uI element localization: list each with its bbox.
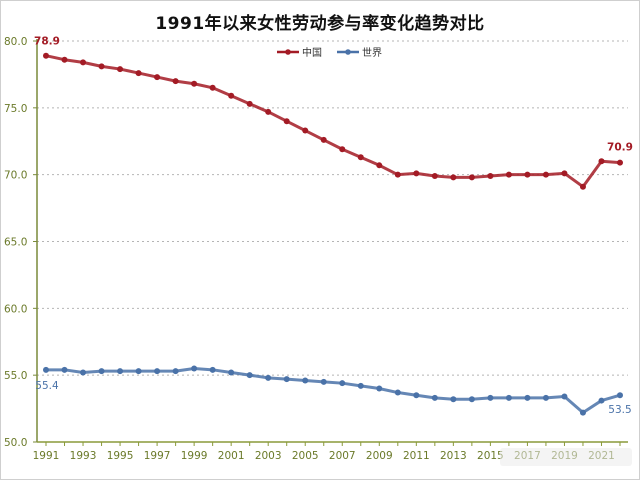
- data-point[interactable]: [339, 380, 346, 387]
- data-point[interactable]: [394, 389, 401, 396]
- data-point[interactable]: [542, 171, 549, 178]
- data-point[interactable]: [598, 397, 605, 404]
- y-tick-label: 80.0: [4, 36, 27, 48]
- x-tick-label: 2011: [403, 450, 430, 462]
- x-tick-label: 2007: [329, 450, 356, 462]
- data-point[interactable]: [524, 394, 531, 401]
- data-point[interactable]: [80, 59, 87, 66]
- data-point[interactable]: [43, 52, 49, 59]
- data-point[interactable]: [172, 368, 179, 375]
- data-label: 78.9: [34, 36, 60, 48]
- data-point[interactable]: [302, 377, 309, 384]
- data-point[interactable]: [431, 394, 438, 401]
- y-tick-label: 55.0: [4, 370, 27, 382]
- data-point[interactable]: [43, 366, 49, 373]
- data-point[interactable]: [209, 366, 216, 373]
- data-point[interactable]: [339, 146, 346, 153]
- data-point[interactable]: [191, 80, 198, 87]
- x-tick-label: 2003: [255, 450, 282, 462]
- data-point[interactable]: [487, 173, 494, 180]
- data-point[interactable]: [579, 183, 586, 190]
- series-line-0: [45, 54, 621, 189]
- data-point[interactable]: [154, 74, 161, 81]
- data-point[interactable]: [320, 378, 327, 385]
- data-point[interactable]: [98, 63, 105, 70]
- data-point[interactable]: [450, 174, 457, 181]
- y-tick-label: 50.0: [4, 437, 27, 449]
- x-tick-label: 2009: [366, 450, 393, 462]
- data-point[interactable]: [357, 154, 364, 161]
- data-label: 53.5: [608, 404, 631, 416]
- data-point[interactable]: [98, 368, 105, 375]
- data-point[interactable]: [524, 171, 531, 178]
- data-point[interactable]: [117, 66, 124, 73]
- data-point[interactable]: [598, 158, 605, 165]
- data-point[interactable]: [246, 372, 253, 379]
- data-point[interactable]: [191, 365, 198, 372]
- data-point[interactable]: [61, 56, 68, 63]
- y-tick-label: 70.0: [4, 170, 27, 182]
- x-tick-label: 2013: [440, 450, 467, 462]
- data-point[interactable]: [228, 369, 235, 376]
- data-point[interactable]: [468, 396, 475, 403]
- data-point[interactable]: [579, 409, 586, 416]
- data-point[interactable]: [154, 368, 161, 375]
- data-point[interactable]: [376, 385, 383, 392]
- x-tick-label: 1993: [70, 450, 97, 462]
- data-point[interactable]: [246, 100, 253, 107]
- data-point[interactable]: [431, 173, 438, 180]
- data-point[interactable]: [61, 366, 68, 373]
- data-point[interactable]: [135, 70, 142, 77]
- data-point[interactable]: [357, 382, 364, 389]
- data-point[interactable]: [302, 127, 309, 134]
- data-point[interactable]: [394, 171, 401, 178]
- data-point[interactable]: [283, 376, 290, 383]
- data-point[interactable]: [505, 171, 512, 178]
- x-tick-label: 1999: [181, 450, 208, 462]
- data-point[interactable]: [468, 174, 475, 181]
- data-point[interactable]: [561, 393, 568, 400]
- legend-item-label[interactable]: 世界: [362, 47, 382, 59]
- data-label: 55.4: [35, 380, 59, 392]
- data-point[interactable]: [265, 108, 272, 115]
- x-tick-label: 1995: [107, 450, 134, 462]
- data-point[interactable]: [450, 396, 457, 403]
- data-point[interactable]: [617, 392, 623, 399]
- y-tick-label: 75.0: [4, 103, 27, 115]
- data-point[interactable]: [117, 368, 124, 375]
- data-point[interactable]: [542, 394, 549, 401]
- x-tick-label: 2001: [218, 450, 245, 462]
- legend-item-label[interactable]: 中国: [302, 46, 322, 59]
- x-tick-label: 1997: [144, 450, 171, 462]
- series-line-1: [46, 366, 621, 415]
- data-label: 70.9: [607, 142, 633, 154]
- x-tick-label: 2015: [477, 450, 504, 462]
- chart-title: 1991年以来女性劳动参与率变化趋势对比: [155, 14, 485, 34]
- data-point[interactable]: [265, 374, 272, 381]
- data-point[interactable]: [135, 368, 142, 375]
- watermark: [500, 448, 632, 466]
- x-tick-label: 1991: [33, 450, 60, 462]
- data-point[interactable]: [617, 159, 623, 166]
- y-tick-label: 65.0: [4, 237, 27, 249]
- x-tick-label: 2005: [292, 450, 319, 462]
- data-point[interactable]: [283, 118, 290, 125]
- data-point[interactable]: [80, 369, 87, 376]
- data-point[interactable]: [172, 78, 179, 85]
- data-point[interactable]: [320, 136, 327, 143]
- data-point[interactable]: [487, 394, 494, 401]
- data-point[interactable]: [413, 170, 420, 177]
- data-point[interactable]: [413, 392, 420, 399]
- data-point[interactable]: [561, 170, 568, 177]
- data-point[interactable]: [228, 92, 235, 99]
- data-point[interactable]: [209, 84, 216, 91]
- y-tick-label: 60.0: [4, 303, 27, 315]
- data-point[interactable]: [376, 162, 383, 169]
- data-point[interactable]: [505, 394, 512, 401]
